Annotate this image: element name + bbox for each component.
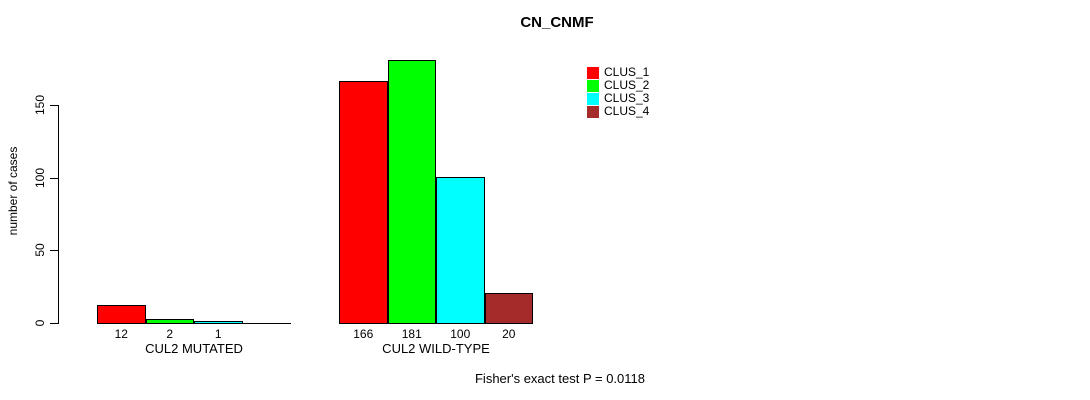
bar-value-label: 166	[353, 327, 374, 341]
legend-swatch-icon	[587, 92, 599, 105]
legend-item-clus_4: CLUS_4	[587, 105, 649, 118]
footnote: Fisher's exact test P = 0.0118	[474, 371, 646, 386]
legend-item-clus_2: CLUS_2	[587, 79, 649, 92]
bar-clus_3-mutated	[194, 321, 243, 324]
bar-clus_2-mutated	[145, 319, 194, 324]
bar-value-label: 2	[166, 327, 174, 341]
legend-swatch-icon	[587, 79, 599, 92]
y-axis-tick-label: 150	[33, 94, 47, 116]
chart-title: CN_CNMF	[520, 14, 594, 31]
legend-label: CLUS_4	[604, 104, 650, 118]
y-axis-tick	[50, 250, 58, 251]
bar-clus_1-wildtype	[339, 81, 388, 324]
y-axis-tick-label: 100	[33, 167, 47, 189]
group-label: CUL2 WILD-TYPE	[382, 341, 490, 356]
bar-clus_4-wildtype	[484, 293, 533, 324]
group-label: CUL2 MUTATED	[145, 341, 243, 356]
bar-value-label: 12	[114, 327, 128, 341]
bar-clus_1-mutated	[97, 305, 146, 324]
y-axis-line	[58, 105, 59, 324]
y-axis-label: number of cases	[6, 146, 20, 236]
bar-value-label: 181	[401, 327, 422, 341]
bar-value-label: 20	[502, 327, 516, 341]
legend-swatch-icon	[587, 66, 599, 79]
y-axis-tick	[50, 323, 58, 324]
legend-label: CLUS_1	[604, 65, 650, 79]
y-axis-tick-label: 0	[33, 319, 47, 327]
legend-item-clus_1: CLUS_1	[587, 66, 649, 79]
legend-item-clus_3: CLUS_3	[587, 92, 649, 105]
bar-clus_3-wildtype	[436, 177, 485, 324]
legend-label: CLUS_3	[604, 91, 650, 105]
y-axis-tick	[50, 178, 58, 179]
y-axis-tick-label: 50	[33, 243, 47, 257]
bar-value-label: 1	[214, 327, 222, 341]
y-axis-tick	[50, 105, 58, 106]
legend: CLUS_1 CLUS_2 CLUS_3 CLUS_4	[587, 66, 649, 118]
bar-value-label: 100	[450, 327, 471, 341]
legend-label: CLUS_2	[604, 78, 650, 92]
bar-clus_2-wildtype	[387, 60, 436, 324]
legend-swatch-icon	[587, 105, 599, 118]
